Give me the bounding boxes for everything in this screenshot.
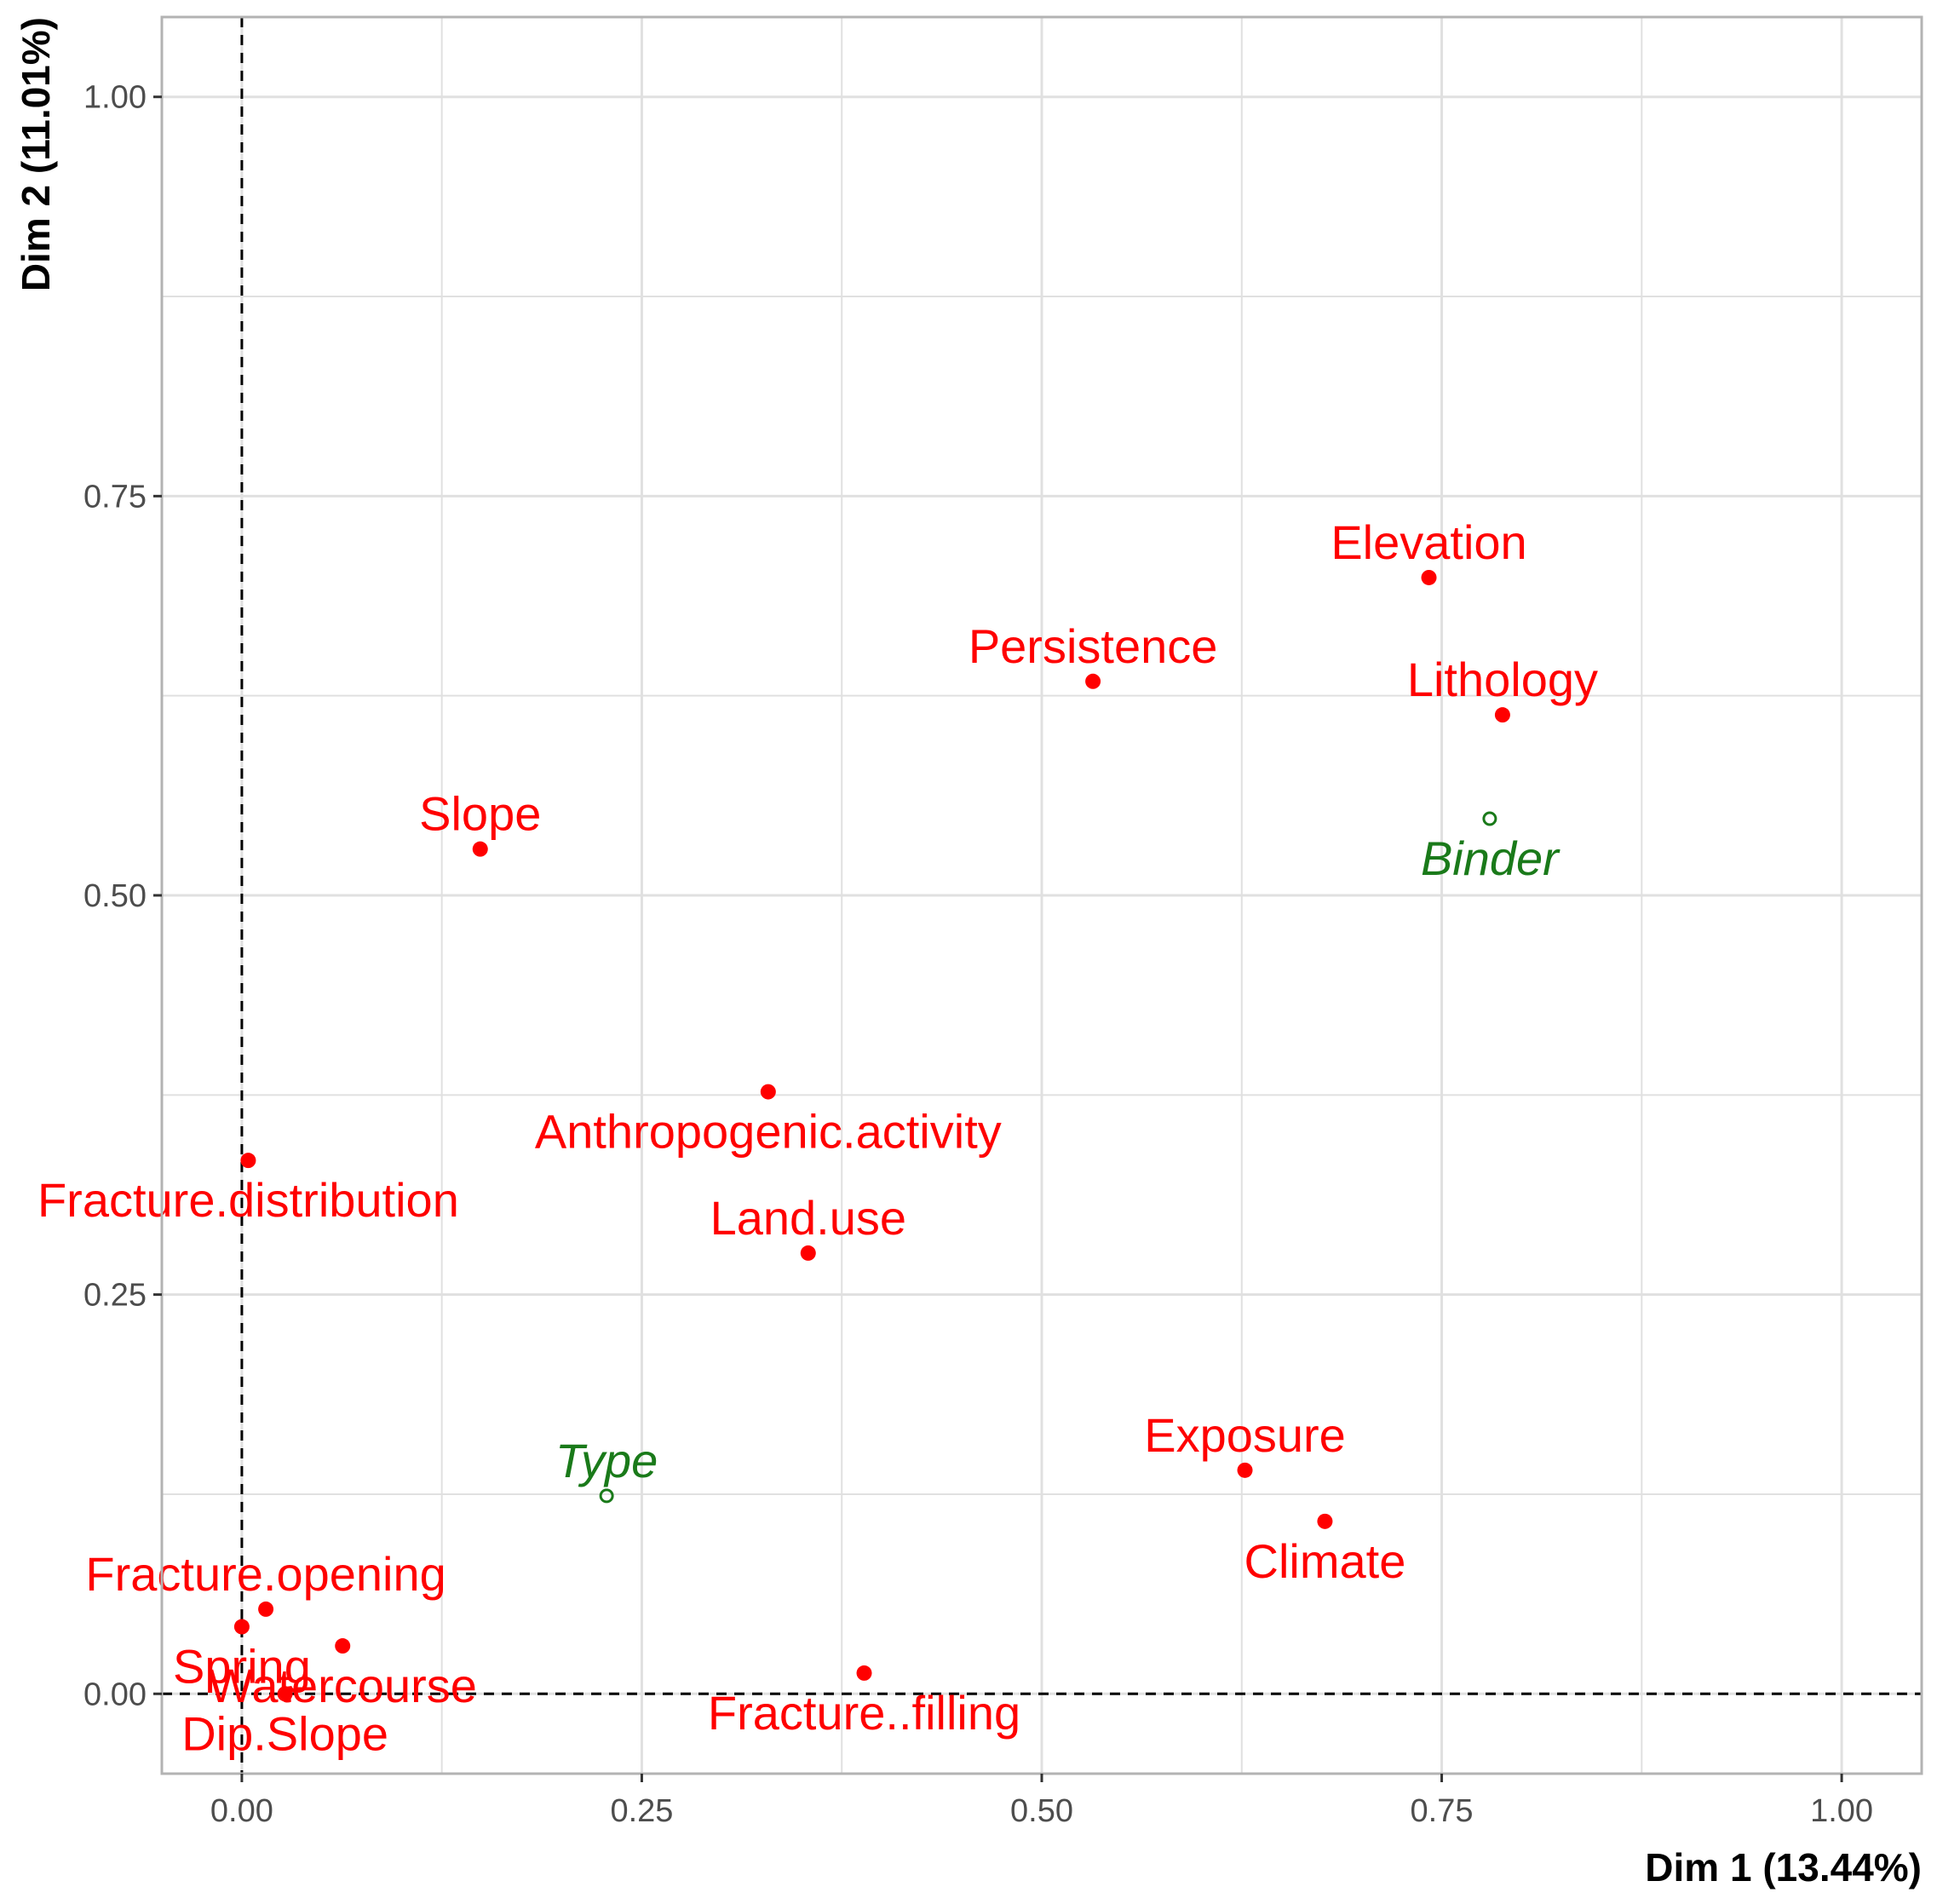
point-label: Anthropogenic.activity xyxy=(535,1105,1002,1159)
active-point xyxy=(335,1638,351,1654)
active-point xyxy=(277,1686,293,1702)
y-axis-title: Dim 2 (11.01%) xyxy=(14,17,58,291)
point-label: Binder xyxy=(1421,831,1561,885)
point-label: Fracture..filling xyxy=(708,1686,1020,1740)
active-point xyxy=(1237,1462,1253,1478)
point-label: Dip.Slope xyxy=(181,1706,388,1760)
active-point xyxy=(240,1153,256,1169)
y-tick-label: 1.00 xyxy=(83,80,147,116)
point-label: Spring xyxy=(173,1640,311,1694)
active-point xyxy=(1494,707,1510,723)
point-label: Lithology xyxy=(1407,653,1598,706)
point-label: Exposure xyxy=(1144,1408,1346,1462)
x-tick-label: 0.75 xyxy=(1411,1793,1474,1829)
active-point xyxy=(1317,1513,1333,1529)
active-point xyxy=(472,841,488,857)
data-points xyxy=(233,569,1510,1702)
axis-ticks: 0.00 0.25 0.50 0.75 1.00 0.00 0.25 0.50 0.75 1.00 xyxy=(83,80,1873,1829)
point-label: Persistence xyxy=(968,619,1218,673)
x-tick-label: 0.00 xyxy=(210,1793,273,1829)
reference-lines xyxy=(162,17,1922,1774)
point-labels: Elevation Persistence Lithology Slope Anthro… xyxy=(37,515,1598,1760)
active-point xyxy=(1085,673,1101,689)
y-tick-label: 0.75 xyxy=(83,479,147,515)
point-label: Land.use xyxy=(710,1191,906,1245)
x-tick-label: 0.25 xyxy=(610,1793,673,1829)
supplementary-point xyxy=(599,1488,614,1504)
point-label: Type xyxy=(555,1434,658,1487)
active-point xyxy=(1421,569,1437,585)
x-tick-label: 0.50 xyxy=(1010,1793,1073,1829)
point-label: Elevation xyxy=(1331,515,1526,569)
x-tick-label: 1.00 xyxy=(1810,1793,1873,1829)
point-label: Watercourse xyxy=(209,1659,477,1712)
active-point xyxy=(856,1665,872,1681)
active-point xyxy=(258,1601,274,1617)
active-point xyxy=(800,1245,816,1261)
point-label: Slope xyxy=(419,787,541,841)
active-point xyxy=(760,1084,776,1100)
y-tick-label: 0.50 xyxy=(83,878,147,914)
active-point xyxy=(233,1619,250,1635)
supplementary-point xyxy=(1482,811,1497,826)
point-label: Fracture.opening xyxy=(85,1547,445,1601)
x-axis-title: Dim 1 (13.44%) xyxy=(1645,1845,1922,1890)
y-tick-label: 0.25 xyxy=(83,1278,147,1314)
point-label: Climate xyxy=(1244,1534,1406,1588)
y-tick-label: 0.00 xyxy=(83,1677,147,1712)
point-label: Fracture.distribution xyxy=(37,1173,459,1227)
